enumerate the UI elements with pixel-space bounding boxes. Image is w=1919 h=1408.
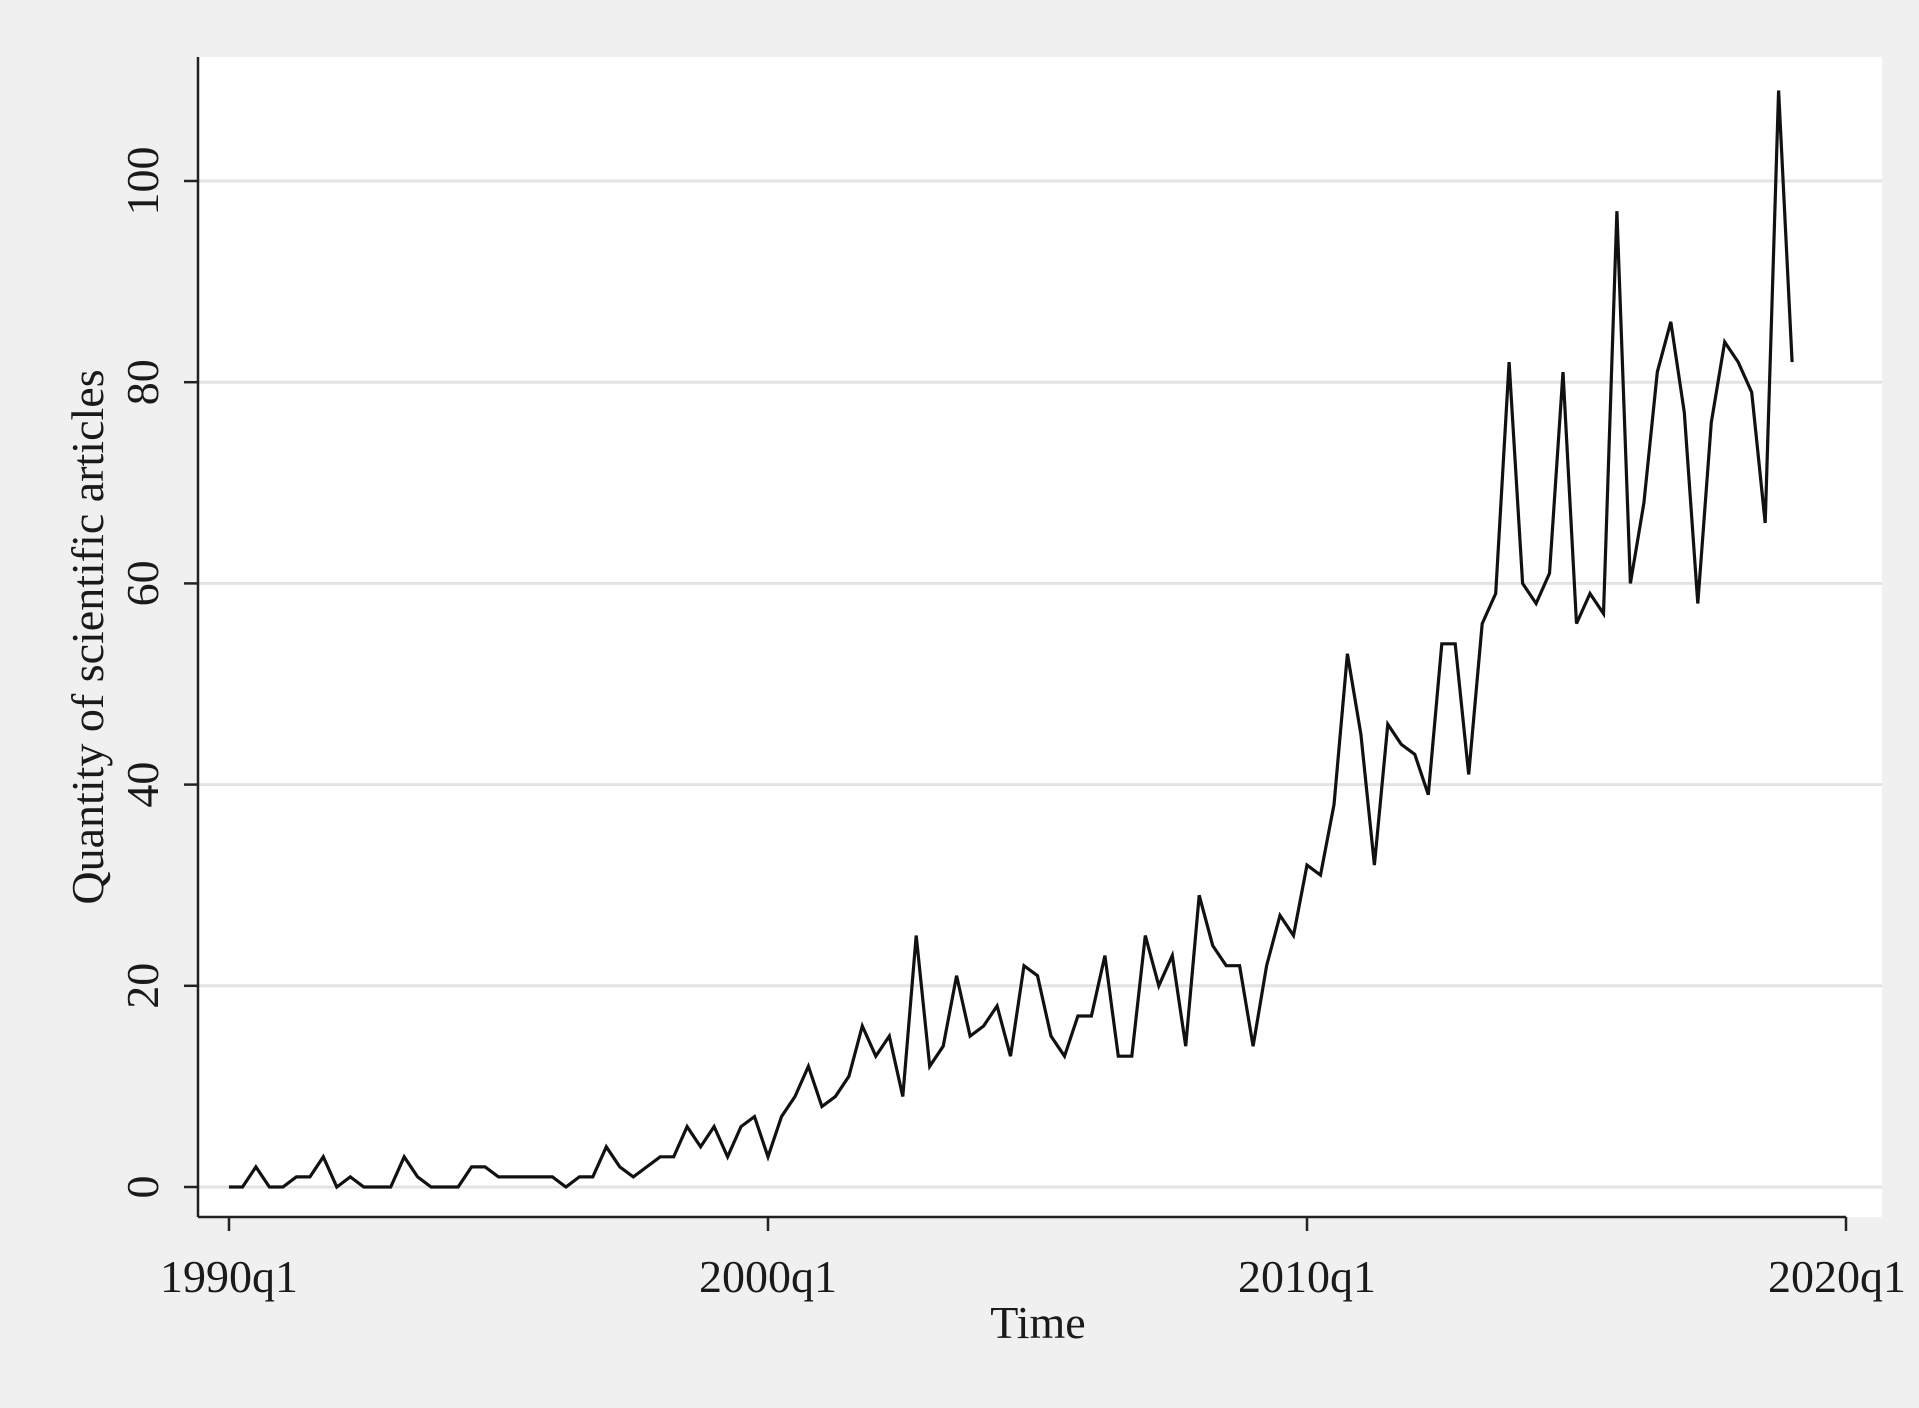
plot-area	[198, 57, 1882, 1217]
y-tick-label: 40	[117, 762, 168, 808]
x-tick-label: 1990q1	[160, 1251, 298, 1302]
y-tick-label: 60	[117, 560, 168, 606]
y-axis-title: Quantity of scientific articles	[62, 369, 113, 904]
x-tick-label: 2010q1	[1238, 1251, 1376, 1302]
y-tick-label: 100	[117, 147, 168, 216]
tick-labels: 0 20 40 60 80 100 1990q1 2000q1 2010q1 2020q1	[117, 147, 1906, 1303]
y-tick-label: 0	[117, 1176, 168, 1199]
series-layer	[229, 90, 1794, 1190]
x-tick-label: 2020q1	[1768, 1251, 1906, 1302]
y-tick-label: 80	[117, 359, 168, 405]
y-tick-label: 20	[117, 963, 168, 1009]
x-tick-label: 2000q1	[699, 1251, 837, 1302]
x-axis-title: Time	[990, 1297, 1085, 1348]
series-line	[229, 90, 1794, 1190]
axes	[184, 57, 1848, 1231]
